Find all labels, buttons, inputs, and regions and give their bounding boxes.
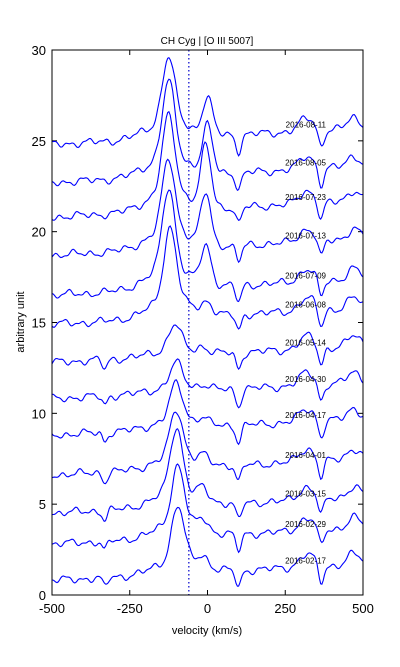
y-tick-label: 5 <box>39 497 46 512</box>
spectrum-line <box>51 225 364 330</box>
spectrum-line <box>52 358 364 409</box>
spectrum-line <box>51 56 364 157</box>
chart-title: CH Cyg | [O III 5007] <box>161 36 254 47</box>
series-date-label: 2016-02-29 <box>285 520 326 529</box>
spectrum-line <box>51 379 364 446</box>
series-date-label: 2016-08-11 <box>286 120 327 129</box>
y-tick-label: 30 <box>32 43 46 58</box>
x-tick-label: -250 <box>117 601 143 616</box>
y-tick-label: 0 <box>39 588 46 603</box>
y-tick-label: 25 <box>32 134 46 149</box>
spectrum-line <box>51 110 364 221</box>
spectrum-line <box>51 411 364 485</box>
x-tick-label: 0 <box>204 601 211 616</box>
series-date-label: 2016-07-23 <box>285 193 326 202</box>
y-tick-label: 20 <box>32 225 46 240</box>
spectrum-line <box>51 189 364 303</box>
spectrum-line <box>51 506 364 587</box>
plot-frame <box>51 49 364 596</box>
y-axis-label: arbitrary unit <box>15 291 27 352</box>
series-date-label: 2016-04-01 <box>285 451 326 460</box>
spectrum-line <box>51 158 364 264</box>
y-tick-label: 15 <box>32 316 46 331</box>
series-date-label: 2016-03-15 <box>285 489 326 498</box>
x-tick-label: 250 <box>274 601 296 616</box>
series-date-label: 2016-08-05 <box>285 159 326 168</box>
x-tick-label: -500 <box>39 601 65 616</box>
series-date-label: 2016-02-17 <box>285 556 326 565</box>
y-tick-label: 10 <box>32 406 46 421</box>
series-date-label: 2016-04-30 <box>285 375 326 384</box>
spectrum-line <box>51 428 364 522</box>
x-axis-label: velocity (km/s) <box>172 625 242 637</box>
series-date-label: 2016-07-09 <box>285 271 326 280</box>
x-tick-label: 500 <box>352 601 374 616</box>
spectrum-line <box>51 78 364 192</box>
series-date-label: 2016-06-08 <box>285 300 326 309</box>
spectrum-line <box>51 324 364 371</box>
spectrum-line <box>51 463 364 554</box>
series-date-label: 2016-07-13 <box>285 231 326 240</box>
series-date-label: 2016-04-17 <box>285 411 326 420</box>
series-date-label: 2016-05-14 <box>285 338 326 347</box>
